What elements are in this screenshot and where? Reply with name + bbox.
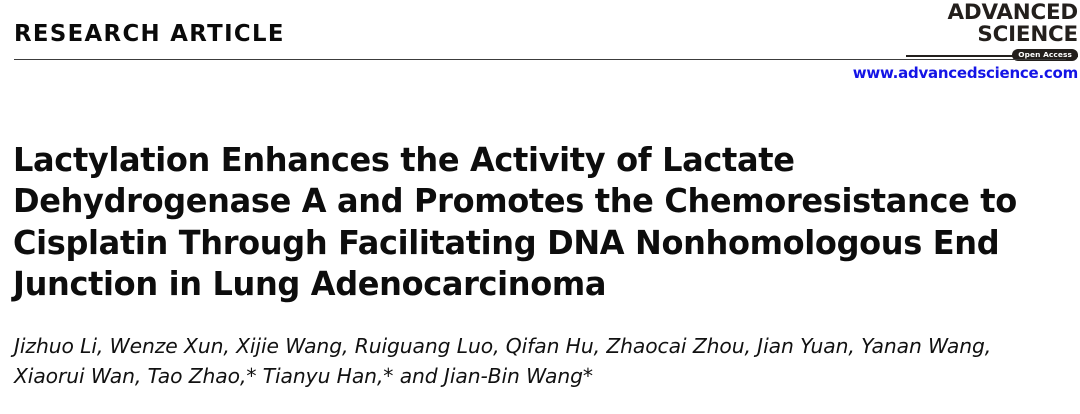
running-head-research-article: RESEARCH ARTICLE — [14, 19, 285, 47]
header-divider — [14, 59, 1066, 60]
page-header: RESEARCH ARTICLE ADVANCED SCIENCE Open A… — [0, 0, 1080, 90]
journal-logo-line-science: SCIENCE — [977, 22, 1078, 46]
author-list: Jizhuo Li, Wenze Xun, Xijie Wang, Ruigua… — [14, 334, 992, 388]
journal-logo-badge-row: Open Access — [906, 49, 1078, 64]
journal-logo: ADVANCED SCIENCE Open Access — [906, 1, 1078, 64]
open-access-badge: Open Access — [1012, 49, 1078, 61]
article-title: Lactylation Enhances the Activity of Lac… — [13, 140, 1017, 304]
journal-logo-line-advanced: ADVANCED — [947, 0, 1079, 24]
journal-logo-rule — [906, 55, 1078, 57]
journal-url-link[interactable]: www.advancedscience.com — [852, 64, 1078, 82]
